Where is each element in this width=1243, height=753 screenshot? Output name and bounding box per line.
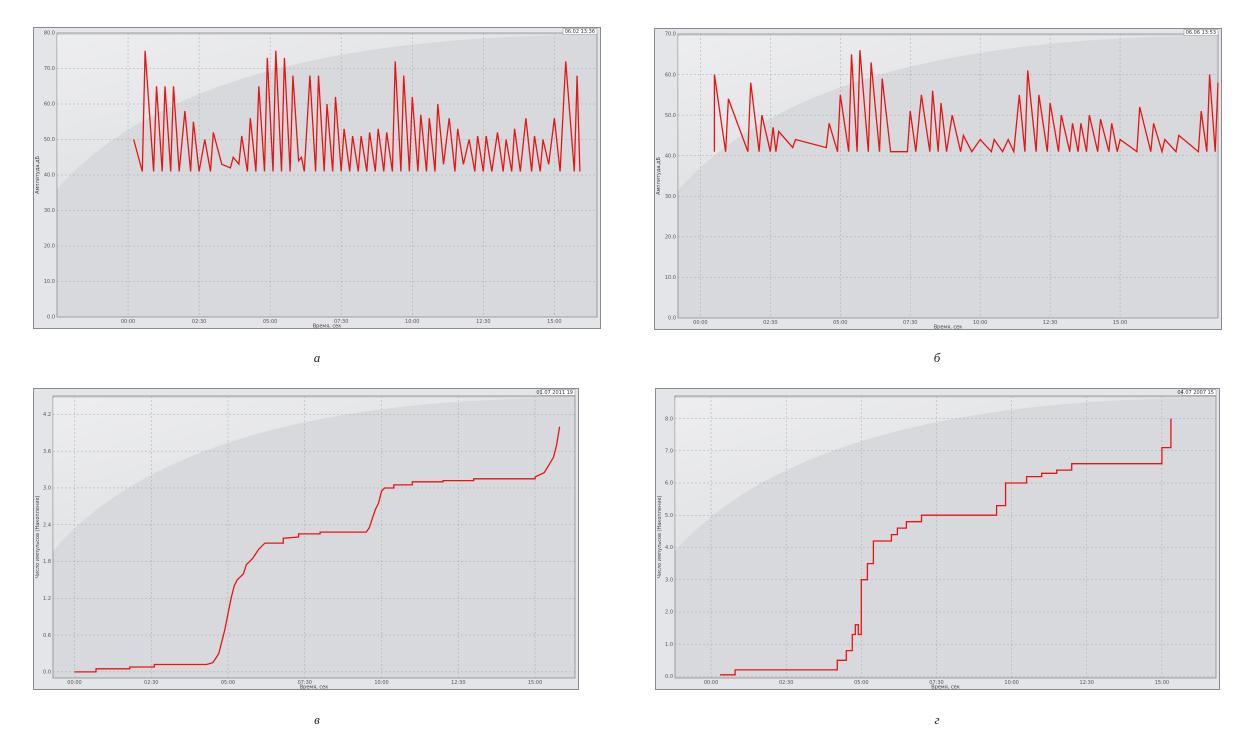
y-tick-label: 50.0: [44, 137, 55, 143]
y-tick-label: 60.0: [665, 72, 676, 78]
y-tick-label: 5.0: [665, 513, 673, 519]
y-tick-label: 70.0: [665, 32, 676, 38]
x-tick-label: 02:30: [144, 680, 158, 686]
timestamp-label: 04.07 2007 15: [1177, 390, 1214, 396]
x-tick-label: 02:30: [192, 319, 206, 325]
chart-a: 0.0 10.0 20.0 30.0 40.0 50.0 60.0 70.0 80.0 00:00…: [33, 27, 601, 329]
x-tick-label: 05:00: [854, 680, 868, 686]
y-tick-label: 2.4: [43, 522, 51, 528]
y-tick-label: 70.0: [44, 66, 55, 72]
x-tick-label: 00:00: [121, 319, 135, 325]
y-tick-label: 10.0: [44, 279, 55, 285]
timestamp-box: [1183, 29, 1219, 36]
y-tick-label: 10.0: [665, 275, 676, 281]
y-axis-label: Число импульсов (Накопление): [35, 495, 41, 578]
x-tick-label: 07:30: [929, 680, 943, 686]
y-axis-label: Число импульсов (Накопление): [657, 495, 663, 578]
x-tick-label: 12:30: [1080, 680, 1094, 686]
chart-panel-a: 0.0 10.0 20.0 30.0 40.0 50.0 60.0 70.0 80.0 00:00…: [33, 27, 601, 329]
series-line: [713, 50, 1219, 155]
y-axis-label: Амплитуда,дБ: [35, 156, 41, 194]
gloss-decoration: [57, 35, 597, 190]
x-tick-label: 02:30: [763, 320, 777, 326]
y-tick-label: 60.0: [44, 102, 55, 108]
timestamp-box: [562, 28, 598, 35]
y-tick-label: 0.0: [47, 315, 55, 321]
y-tick-label: 20.0: [44, 244, 55, 250]
y-tick-label: 20.0: [665, 235, 676, 241]
x-tick-label: 15:00: [1113, 320, 1127, 326]
x-tick-label: 12:30: [1043, 320, 1057, 326]
x-tick-label: 10:00: [1004, 680, 1018, 686]
y-tick-label: 3.6: [43, 449, 51, 455]
y-tick-label: 2.0: [665, 610, 673, 616]
x-tick-label: 10:00: [405, 319, 419, 325]
x-tick-label: 00:00: [693, 320, 707, 326]
timestamp-box: [1181, 389, 1217, 396]
x-tick-label: 15:00: [528, 680, 542, 686]
y-tick-label: 8.0: [665, 416, 673, 422]
x-tick-label: 12:30: [476, 319, 490, 325]
chart-v: 0.0 0.6 1.2 1.8 2.4 3.0 3.6 4.2 00:00 02:30 05:00 0…: [33, 388, 579, 690]
chart-panel-v: 0.0 0.6 1.2 1.8 2.4 3.0 3.6 4.2 00:00 02:30 05:00 0…: [33, 388, 579, 690]
y-tick-label: 3.0: [665, 577, 673, 583]
x-tick-label: 07:30: [903, 320, 917, 326]
y-tick-label: 40.0: [665, 153, 676, 159]
y-tick-label: 1.0: [665, 642, 673, 648]
timestamp-label: 01.07 2011 19: [536, 390, 573, 396]
series-line: [133, 50, 581, 172]
chart-g: 0.0 1.0 2.0 3.0 4.0 5.0 6.0 7.0 8.0 00:00 02:30 05:…: [655, 388, 1220, 690]
timestamp-label: 06.06 13:53: [1186, 30, 1216, 36]
x-axis-label: Время, сек: [934, 325, 962, 331]
y-tick-label: 30.0: [665, 194, 676, 200]
series-line: [720, 418, 1172, 676]
timestamp-label: 06.02 13:36: [565, 29, 595, 35]
x-tick-label: 15:00: [1155, 680, 1169, 686]
gloss-decoration: [53, 398, 575, 552]
caption-b: б: [933, 350, 941, 365]
y-tick-label: 50.0: [665, 113, 676, 119]
x-axis-label: Время, сек: [931, 685, 959, 691]
caption-v: в: [314, 712, 320, 727]
chart-panel-b: 0.0 10.0 20.0 30.0 40.0 50.0 60.0 70.0 00:00 02:3…: [654, 28, 1222, 330]
caption-g: г: [934, 712, 940, 727]
y-tick-label: 4.2: [43, 412, 51, 418]
y-tick-label: 0.0: [665, 674, 673, 680]
x-tick-label: 15:00: [547, 319, 561, 325]
y-tick-label: 1.2: [43, 596, 51, 602]
x-tick-label: 10:00: [374, 680, 388, 686]
caption-a: а: [313, 350, 321, 365]
gloss-decoration: [675, 398, 1216, 552]
series-line: [74, 426, 561, 673]
y-tick-label: 1.8: [43, 559, 51, 565]
x-tick-label: 00:00: [67, 680, 81, 686]
x-tick-label: 07:30: [298, 680, 312, 686]
y-tick-label: 40.0: [44, 173, 55, 179]
y-tick-label: 0.6: [43, 633, 51, 639]
y-tick-label: 30.0: [44, 208, 55, 214]
x-tick-label: 12:30: [451, 680, 465, 686]
timestamp-box: [540, 389, 576, 396]
chart-b: 0.0 10.0 20.0 30.0 40.0 50.0 60.0 70.0 00:00 02:3…: [654, 28, 1222, 330]
chart-panel-g: 0.0 1.0 2.0 3.0 4.0 5.0 6.0 7.0 8.0 00:00 02:30 05:…: [655, 388, 1220, 690]
y-tick-label: 80.0: [44, 31, 55, 37]
y-tick-label: 0.0: [43, 670, 51, 676]
y-axis-label: Амплитуда,дБ: [656, 157, 662, 195]
gloss-decoration: [678, 36, 1218, 191]
x-axis-label: Время, сек: [313, 324, 341, 330]
y-tick-label: 0.0: [668, 316, 676, 322]
x-tick-label: 10:00: [973, 320, 987, 326]
x-tick-label: 02:30: [779, 680, 793, 686]
y-tick-label: 4.0: [665, 545, 673, 551]
y-tick-label: 7.0: [665, 448, 673, 454]
y-tick-label: 3.0: [43, 486, 51, 492]
x-tick-label: 00:00: [704, 680, 718, 686]
x-tick-label: 07:30: [334, 319, 348, 325]
y-tick-label: 6.0: [665, 481, 673, 487]
x-axis-label: Время, сек: [300, 685, 328, 691]
x-tick-label: 05:00: [221, 680, 235, 686]
x-tick-label: 05:00: [263, 319, 277, 325]
x-tick-label: 05:00: [833, 320, 847, 326]
